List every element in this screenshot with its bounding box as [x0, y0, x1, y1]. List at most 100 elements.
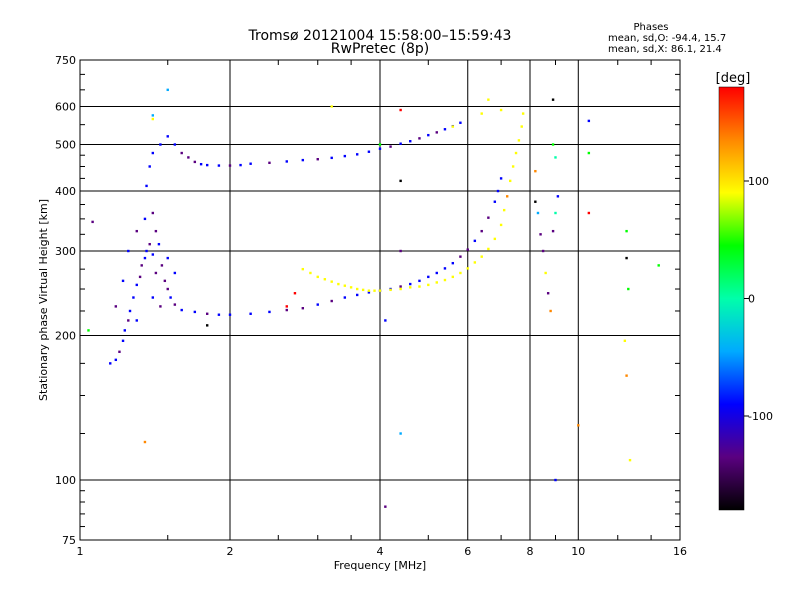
data-point	[145, 249, 148, 253]
data-point	[151, 151, 155, 155]
data-point	[399, 142, 402, 145]
phases-legend-x: mean, sd,X: 86.1, 21.4	[608, 44, 722, 55]
data-point	[451, 261, 455, 265]
data-point	[166, 135, 169, 138]
data-point	[268, 310, 271, 314]
data-point	[534, 169, 537, 173]
data-point	[473, 239, 477, 243]
data-point	[587, 211, 591, 215]
chart-title: Tromsø 20121004 15:58:00–15:59:43	[248, 28, 512, 44]
data-point	[180, 308, 183, 312]
data-point	[499, 223, 503, 227]
data-point	[502, 208, 506, 212]
data-point	[466, 267, 469, 270]
data-point	[623, 339, 627, 343]
data-point	[499, 177, 503, 180]
data-point	[459, 271, 462, 275]
data-point	[625, 374, 628, 377]
data-point	[163, 279, 167, 283]
data-point	[187, 156, 190, 159]
data-point	[127, 319, 130, 322]
data-point	[135, 319, 138, 322]
data-point	[330, 105, 333, 108]
colorbar-tick-label: 0	[748, 293, 755, 306]
data-point	[551, 98, 555, 101]
data-point	[625, 229, 628, 233]
data-point	[169, 296, 172, 299]
data-point	[301, 267, 305, 271]
data-point	[549, 309, 552, 313]
data-point	[135, 283, 138, 287]
colorbar-tick-label: -100	[748, 410, 773, 423]
data-point	[536, 211, 540, 215]
data-point	[330, 156, 333, 160]
data-point	[427, 275, 430, 279]
data-point	[418, 279, 421, 283]
x-tick-label: 6	[464, 545, 471, 558]
data-point	[451, 275, 455, 279]
data-point	[418, 285, 421, 288]
data-point	[367, 289, 371, 292]
data-point	[546, 292, 550, 295]
data-point	[337, 282, 340, 286]
colorbar-title: [deg]	[716, 71, 751, 86]
y-tick-label: 75	[62, 534, 76, 547]
data-point	[551, 143, 555, 146]
data-point	[514, 151, 518, 155]
data-point	[301, 158, 305, 162]
data-point	[343, 154, 347, 158]
data-point	[409, 286, 412, 289]
data-point	[132, 296, 135, 299]
data-point	[330, 280, 333, 283]
data-point	[487, 98, 490, 101]
data-point	[154, 229, 158, 233]
data-point	[541, 249, 545, 253]
data-point	[534, 200, 537, 203]
data-point	[554, 156, 557, 159]
data-point	[389, 288, 392, 292]
data-point	[349, 286, 353, 289]
data-point	[127, 249, 130, 253]
data-point	[554, 478, 557, 482]
data-point	[378, 289, 382, 292]
colorbar-tick-label: 100	[748, 175, 769, 188]
data-point	[205, 163, 209, 167]
data-point	[114, 305, 118, 308]
data-point	[473, 261, 477, 264]
data-points	[87, 88, 660, 508]
y-tick-label: 300	[55, 245, 76, 258]
data-point	[399, 179, 402, 183]
data-point	[138, 275, 142, 279]
y-tick-label: 400	[55, 185, 76, 198]
data-point	[118, 350, 121, 353]
x-tick-label: 2	[227, 545, 234, 558]
data-point	[173, 271, 177, 275]
data-point	[480, 112, 483, 115]
data-point	[154, 271, 158, 275]
y-tick-label: 600	[55, 101, 76, 114]
data-point	[249, 312, 252, 315]
data-point	[205, 324, 209, 327]
data-point	[505, 195, 509, 198]
data-point	[384, 505, 387, 508]
data-point	[517, 139, 521, 142]
data-point	[249, 162, 252, 165]
data-point	[556, 195, 560, 198]
data-point	[159, 143, 162, 146]
data-point	[399, 249, 402, 253]
data-point	[355, 153, 359, 156]
data-point	[228, 313, 232, 316]
data-point	[151, 296, 155, 299]
data-point	[199, 162, 203, 166]
data-point	[135, 229, 138, 233]
data-point	[435, 281, 438, 284]
x-tick-label: 8	[527, 545, 534, 558]
data-point	[487, 216, 490, 219]
data-point	[539, 233, 542, 236]
data-point	[435, 131, 438, 134]
data-point	[217, 313, 221, 316]
data-point	[143, 440, 147, 444]
data-point	[228, 164, 232, 167]
data-point	[285, 308, 288, 312]
data-point	[323, 278, 327, 281]
